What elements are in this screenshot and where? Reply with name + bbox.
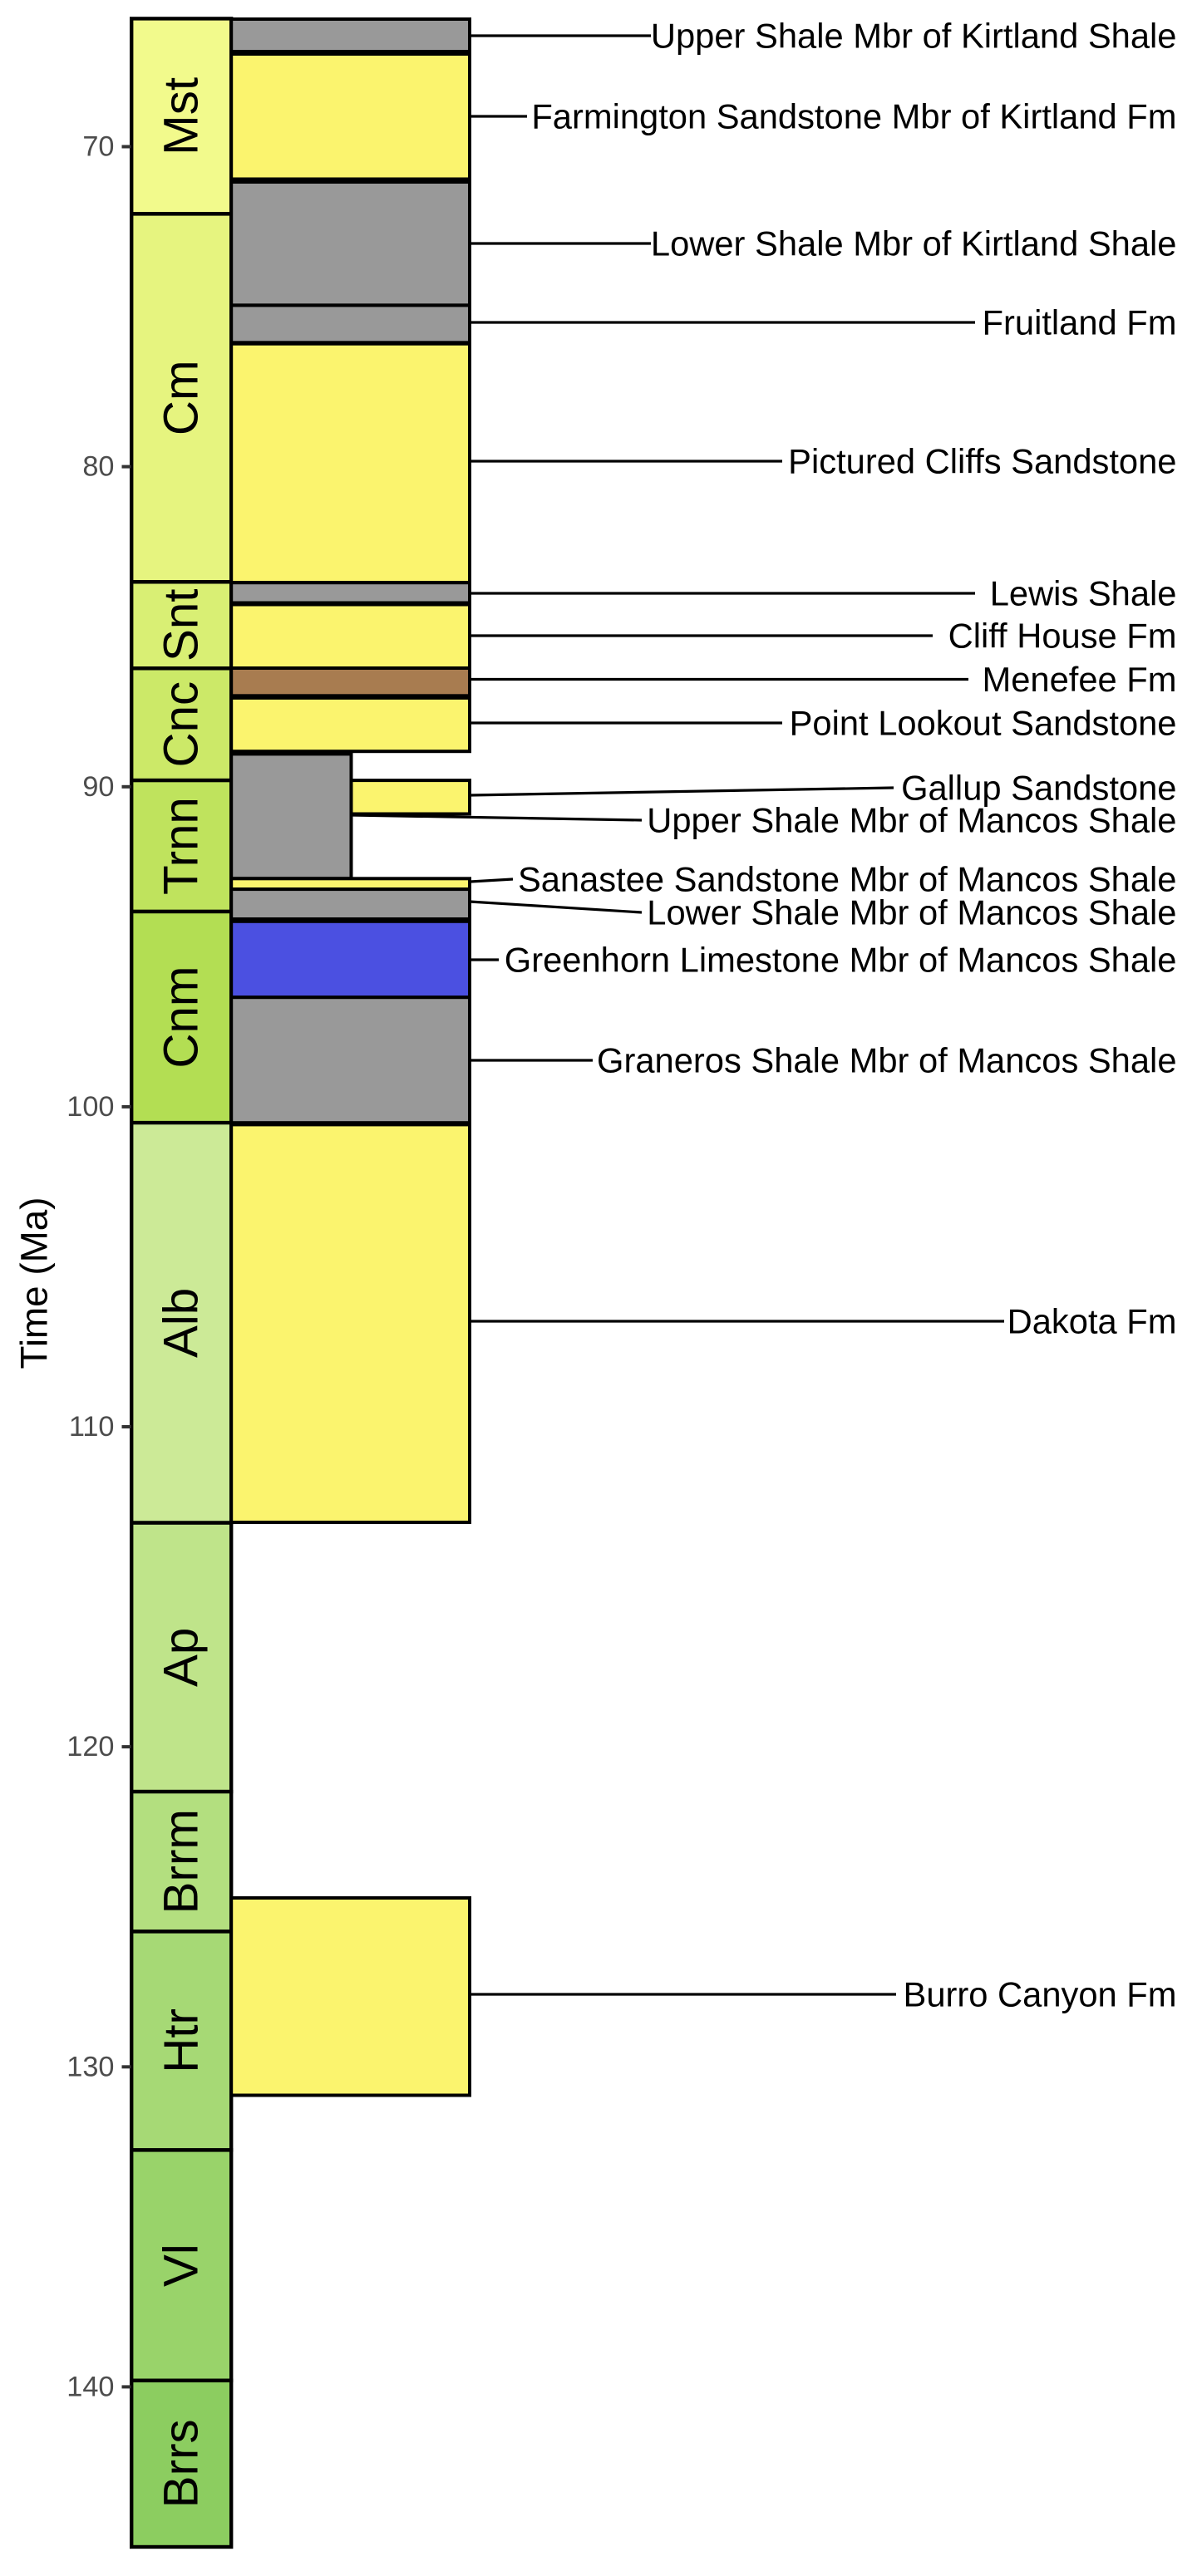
svg-text:Lower Shale Mbr of Kirtland Sh: Lower Shale Mbr of Kirtland Shale [651, 224, 1177, 263]
svg-text:90: 90 [82, 771, 114, 803]
svg-text:80: 80 [82, 451, 114, 483]
svg-text:Time (Ma): Time (Ma) [13, 1197, 56, 1369]
svg-text:Upper Shale Mbr of Kirtland Sh: Upper Shale Mbr of Kirtland Shale [651, 17, 1177, 56]
svg-text:Dakota Fm: Dakota Fm [1007, 1302, 1177, 1341]
svg-text:Cnc: Cnc [155, 681, 209, 768]
svg-text:Mst: Mst [155, 77, 209, 155]
svg-text:70: 70 [82, 131, 114, 163]
svg-text:Menefee Fm: Menefee Fm [982, 660, 1176, 699]
svg-text:Cnm: Cnm [155, 966, 209, 1069]
svg-text:120: 120 [67, 1731, 114, 1762]
svg-text:110: 110 [69, 1411, 115, 1443]
svg-text:Alb: Alb [155, 1288, 209, 1358]
svg-text:Cliff House Fm: Cliff House Fm [948, 617, 1177, 656]
svg-text:Lower Shale Mbr of Mancos Shal: Lower Shale Mbr of Mancos Shale [647, 893, 1176, 932]
svg-text:Brrs: Brrs [155, 2419, 209, 2508]
svg-text:Gallup Sandstone: Gallup Sandstone [901, 769, 1176, 808]
svg-text:Graneros Shale Mbr of Mancos S: Graneros Shale Mbr of Mancos Shale [597, 1041, 1176, 1080]
svg-text:Greenhorn Limestone Mbr of Man: Greenhorn Limestone Mbr of Mancos Shale [505, 941, 1177, 980]
svg-text:Brrm: Brrm [155, 1809, 209, 1914]
svg-text:Sanastee Sandstone Mbr of Manc: Sanastee Sandstone Mbr of Mancos Shale [518, 860, 1177, 899]
svg-text:Upper Shale Mbr of Mancos Shal: Upper Shale Mbr of Mancos Shale [647, 801, 1176, 840]
svg-text:Lewis Shale: Lewis Shale [990, 574, 1177, 613]
svg-text:Cm: Cm [155, 360, 209, 435]
svg-text:Pictured Cliffs Sandstone: Pictured Cliffs Sandstone [788, 442, 1176, 481]
svg-text:Burro Canyon Fm: Burro Canyon Fm [904, 1975, 1177, 2014]
svg-text:Point Lookout Sandstone: Point Lookout Sandstone [790, 704, 1177, 743]
svg-text:Vl: Vl [155, 2244, 209, 2287]
svg-text:Snt: Snt [155, 589, 209, 662]
svg-text:130: 130 [67, 2051, 114, 2082]
svg-text:140: 140 [67, 2371, 114, 2402]
svg-text:Htr: Htr [155, 2008, 209, 2073]
svg-text:Farmington Sandstone Mbr of Ki: Farmington Sandstone Mbr of Kirtland Fm [531, 97, 1176, 136]
svg-text:100: 100 [67, 1091, 114, 1123]
svg-text:Fruitland Fm: Fruitland Fm [983, 303, 1177, 342]
svg-text:Ap: Ap [155, 1628, 209, 1687]
svg-text:Trnn: Trnn [155, 797, 209, 895]
